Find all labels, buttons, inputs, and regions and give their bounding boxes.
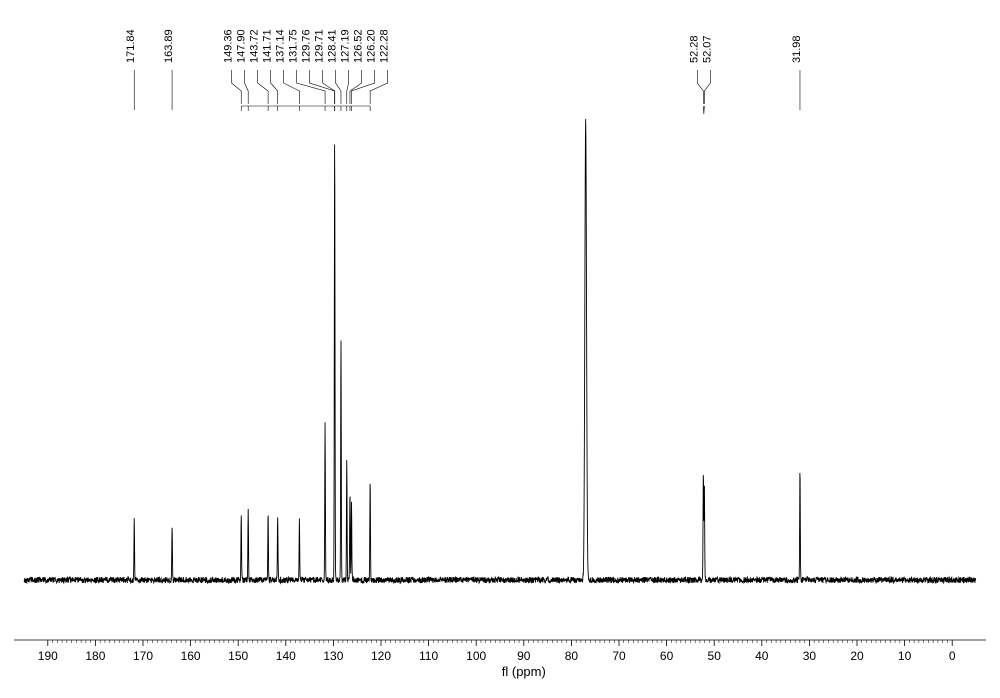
x-tick-label: 170	[133, 649, 153, 663]
spectrum-trace	[24, 119, 976, 583]
peak-label: 31.98	[791, 35, 803, 63]
x-tick-label: 50	[708, 649, 722, 663]
peak-leader	[310, 70, 335, 104]
x-tick-label: 30	[803, 649, 817, 663]
x-tick-label: 190	[38, 649, 58, 663]
x-tick-label: 100	[466, 649, 486, 663]
peak-label: 129.76	[301, 29, 313, 63]
x-tick-label: 130	[323, 649, 343, 663]
peak-label: 126.52	[353, 29, 365, 63]
peak-label: 143.72	[249, 29, 261, 63]
peak-leader	[258, 70, 268, 104]
peak-leader	[323, 70, 335, 104]
peak-label: 52.28	[688, 35, 700, 63]
nmr-spectrum-figure: 1901801701601501401301201101009080706050…	[0, 0, 1000, 698]
x-tick-label: 60	[660, 649, 674, 663]
peak-leader	[232, 70, 242, 104]
peak-label: 128.41	[327, 29, 339, 63]
x-tick-label: 20	[850, 649, 864, 663]
x-tick-label: 70	[612, 649, 626, 663]
peak-label: 147.90	[236, 29, 248, 63]
x-tick-label: 10	[898, 649, 912, 663]
peak-label: 137.14	[275, 29, 287, 63]
x-tick-label: 90	[517, 649, 531, 663]
peak-leader	[351, 70, 374, 104]
peak-label: 141.71	[262, 29, 274, 63]
peak-label: 126.20	[366, 29, 378, 63]
peak-leader	[370, 70, 387, 104]
peak-label: 171.84	[125, 29, 137, 63]
x-tick-label: 150	[228, 649, 248, 663]
x-tick-label: 0	[949, 649, 956, 663]
peak-leader	[336, 70, 341, 104]
peak-label: 131.75	[288, 29, 300, 63]
x-tick-label: 40	[755, 649, 769, 663]
peak-label: 122.28	[379, 29, 391, 63]
peak-leader	[297, 70, 325, 104]
x-tick-label: 110	[419, 649, 438, 663]
peak-label: 149.36	[223, 29, 235, 63]
peak-label: 127.19	[340, 29, 352, 63]
peak-leader	[245, 70, 249, 104]
peak-bracket	[703, 106, 704, 114]
peak-leader	[704, 70, 710, 104]
x-tick-label: 180	[85, 649, 105, 663]
peak-leader	[284, 70, 300, 104]
x-tick-label: 160	[181, 649, 201, 663]
peak-leader	[347, 70, 349, 104]
peak-label: 163.89	[163, 29, 175, 63]
peak-leader	[697, 70, 703, 104]
x-axis-title: fl (ppm)	[502, 664, 546, 679]
peak-label: 52.07	[701, 35, 713, 63]
x-tick-label: 140	[276, 649, 296, 663]
peak-label: 129.71	[314, 29, 326, 63]
x-tick-label: 80	[565, 649, 579, 663]
spectrum-svg: 1901801701601501401301201101009080706050…	[0, 0, 1000, 698]
peak-leader	[271, 70, 278, 104]
x-tick-label: 120	[371, 649, 391, 663]
